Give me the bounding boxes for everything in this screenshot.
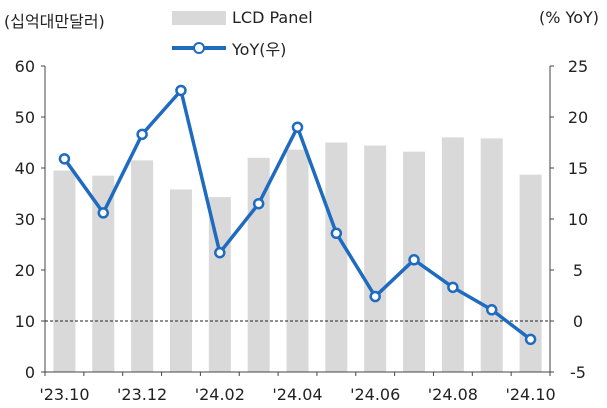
bar-10 (441, 137, 464, 372)
left-tick-label: 20 (15, 261, 35, 280)
yoy-point-4 (214, 246, 226, 259)
left-tick-label: 10 (15, 312, 35, 331)
left-tick-label: 60 (15, 57, 35, 76)
right-tick-label: 10 (568, 210, 588, 229)
left-tick-label: 0 (25, 363, 35, 382)
right-tick-label: 5 (573, 261, 583, 280)
x-tick-label: '24.02 (195, 385, 245, 404)
bar-12 (519, 174, 542, 372)
x-tick-label: '24.08 (428, 385, 478, 404)
legend-line-swatch (172, 41, 226, 55)
x-tick-label: '24.04 (272, 385, 322, 404)
bar-11 (480, 138, 503, 372)
right-axis-unit: (% YoY) (539, 8, 599, 27)
left-tick-label: 30 (15, 210, 35, 229)
bar-6 (286, 149, 309, 372)
bar-4 (208, 197, 231, 372)
left-tick-label: 40 (15, 159, 35, 178)
x-tick-label: '24.06 (350, 385, 400, 404)
x-tick-label: '24.10 (505, 385, 555, 404)
yoy-point-0 (58, 153, 71, 165)
yoy-point-12 (524, 333, 537, 346)
x-tick-label: '23.10 (39, 385, 89, 404)
legend-bar-swatch (172, 10, 226, 25)
bar-3 (169, 189, 192, 372)
left-tick-label: 50 (15, 108, 35, 127)
legend-label-yoy: YoY(우) (232, 40, 287, 59)
yoy-point-9 (408, 254, 420, 266)
right-tick-label: 20 (568, 108, 588, 127)
yoy-point-1 (97, 207, 110, 219)
yoy-point-6 (291, 121, 304, 133)
legend-item-lcd-panel: LCD Panel (172, 8, 313, 27)
right-tick-label: 15 (568, 159, 588, 178)
yoy-point-3 (175, 84, 187, 97)
right-tick-label: -5 (570, 363, 586, 382)
bar-2 (131, 160, 154, 372)
bar-8 (364, 145, 387, 372)
yoy-point-11 (485, 304, 498, 316)
legend-label-lcd-panel: LCD Panel (232, 8, 313, 27)
right-tick-label: 25 (568, 57, 588, 76)
bar-0 (53, 170, 76, 372)
yoy-point-5 (252, 197, 265, 210)
yoy-point-2 (136, 128, 148, 141)
bar-7 (325, 142, 348, 372)
yoy-point-7 (330, 227, 343, 240)
legend-item-yoy: YoY(우) (172, 36, 286, 60)
right-tick-label: 0 (573, 312, 583, 331)
x-tick-label: '23.12 (117, 385, 167, 404)
left-axis-unit: (십억대만달러) (4, 12, 105, 31)
yoy-point-8 (369, 290, 381, 303)
bar-1 (92, 175, 115, 372)
yoy-point-10 (447, 281, 459, 294)
